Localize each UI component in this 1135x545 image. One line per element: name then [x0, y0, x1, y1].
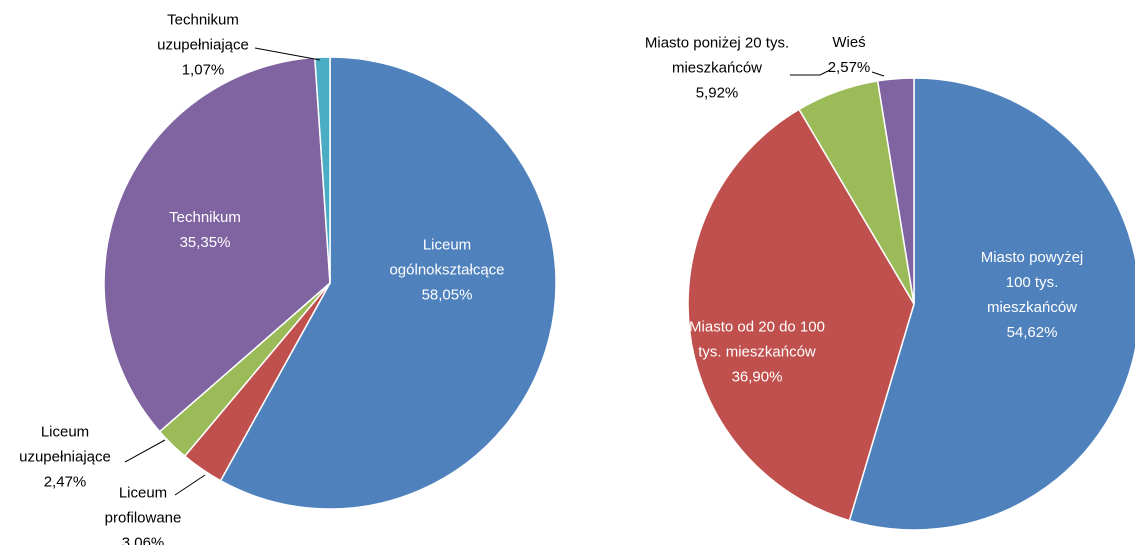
value-label: 36,90%	[731, 368, 783, 386]
category-label: Miasto powyżej 100 tys. mieszkańców	[980, 249, 1084, 316]
pie-slice	[314, 56, 331, 284]
leader-line	[174, 474, 206, 496]
slice-label: Miasto poniżej 20 tys. mieszkańców 5,92%	[632, 31, 802, 106]
value-label: 2,47%	[43, 473, 87, 491]
value-label: 54,62%	[1006, 324, 1058, 341]
slice-label: Liceum ogólnokształcące 58,05%	[372, 233, 522, 308]
leader-line	[871, 71, 885, 77]
leader-line	[254, 47, 321, 61]
value-label: 58,05%	[421, 286, 473, 304]
value-label: 1,07%	[181, 61, 225, 79]
category-label: Liceum uzupełniające	[19, 423, 111, 466]
category-label: Wieś	[832, 34, 866, 51]
pie-slice	[219, 56, 557, 510]
category-label: Liceum profilowane	[104, 484, 182, 527]
category-label: Technikum	[169, 209, 241, 226]
slice-label: Miasto powyżej 100 tys. mieszkańców 54,62…	[967, 245, 1097, 345]
leader-line	[124, 439, 166, 463]
pie-slice	[848, 77, 1135, 531]
pie-slice	[687, 108, 915, 522]
category-label: Miasto od 20 do 100 tys. mieszkańców	[689, 318, 825, 361]
value-label: 35,35%	[179, 234, 231, 251]
category-label: Technikum uzupełniające	[157, 11, 249, 54]
value-label: 5,92%	[695, 84, 739, 102]
value-label: 3,06%	[121, 534, 165, 545]
slice-label: Technikum uzupełniające 1,07%	[148, 8, 258, 83]
pie-slice	[876, 77, 915, 305]
category-label: Miasto poniżej 20 tys. mieszkańców	[644, 34, 790, 77]
slice-label: Miasto od 20 do 100 tys. mieszkańców 36,9…	[687, 315, 827, 390]
slice-label: Technikum 35,35%	[145, 205, 265, 255]
value-label: 2,57%	[827, 59, 871, 76]
category-label: Liceum ogólnokształcące	[389, 236, 505, 279]
leader-line	[790, 69, 831, 76]
slice-label: Liceum uzupełniające 2,47%	[5, 420, 125, 495]
slice-label: Wieś 2,57%	[819, 30, 879, 80]
slice-label: Liceum profilowane 3,06%	[88, 481, 198, 545]
pie-slice	[103, 56, 331, 433]
